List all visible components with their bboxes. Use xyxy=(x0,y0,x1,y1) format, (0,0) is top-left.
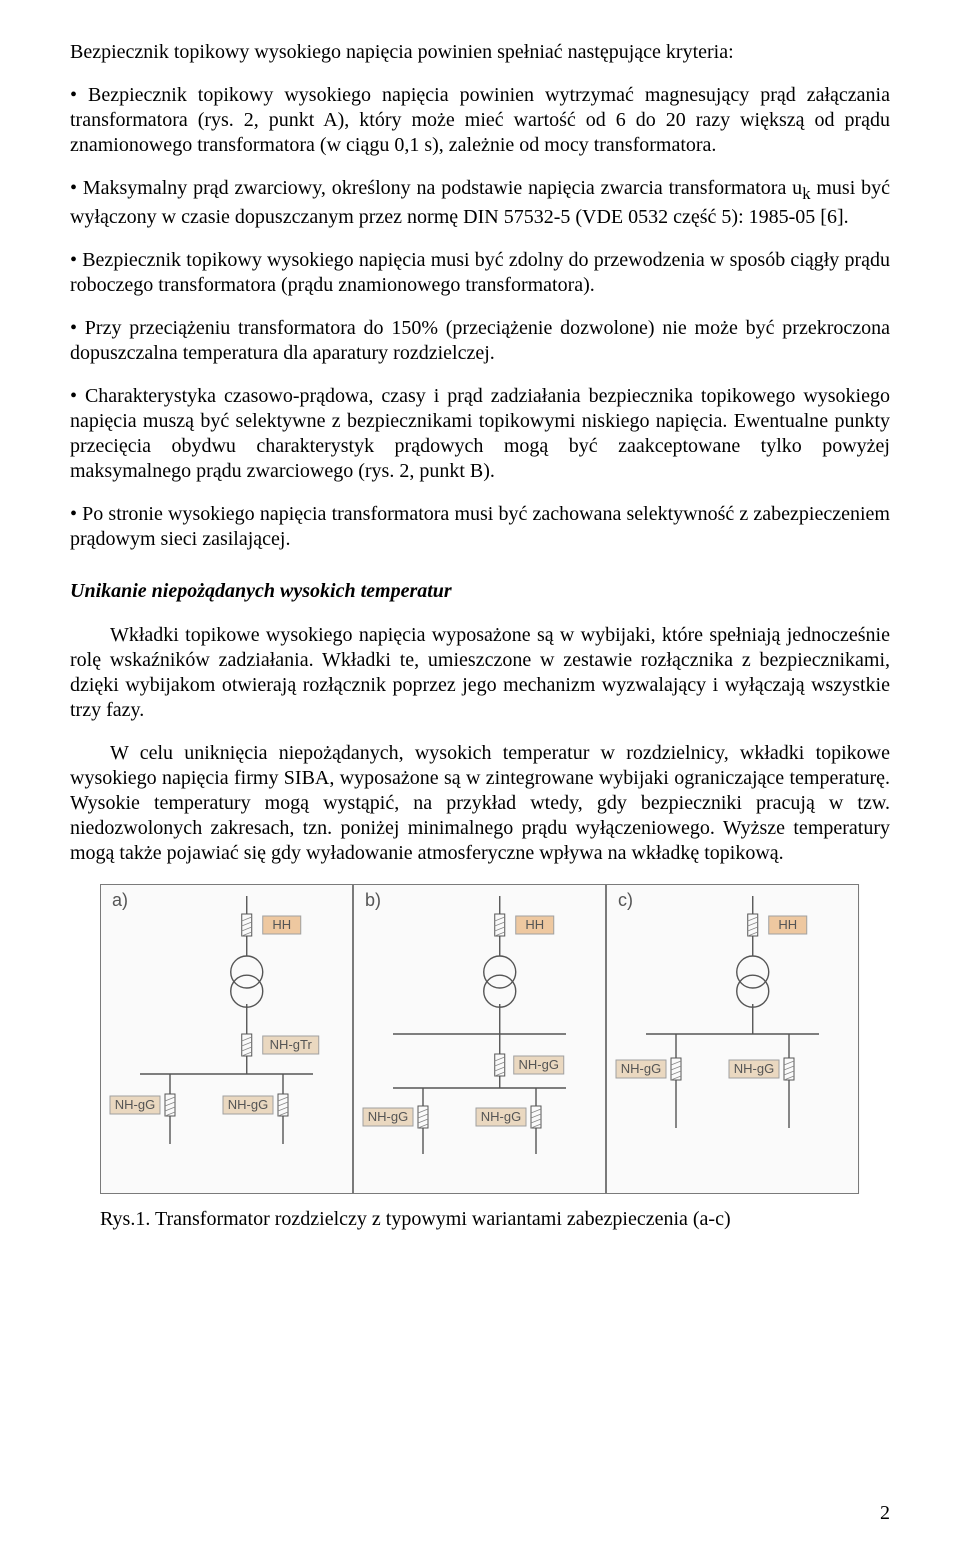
svg-text:HH: HH xyxy=(525,917,544,932)
svg-text:c): c) xyxy=(618,890,633,910)
svg-text:NH-gG: NH-gG xyxy=(519,1057,559,1072)
body-paragraph-2a: Wkładki topikowe wysokiego napięcia wypo… xyxy=(70,623,890,723)
intro-paragraph: Bezpiecznik topikowy wysokiego napięcia … xyxy=(70,40,890,65)
svg-text:NH-gG: NH-gG xyxy=(115,1097,155,1112)
svg-text:a): a) xyxy=(112,890,128,910)
body-paragraph-2b: W celu uniknięcia niepożądanych, wysokic… xyxy=(70,741,890,866)
bullet-5: Charakterystyka czasowo-prądowa, czasy i… xyxy=(70,384,890,484)
bullet-2-text-a: Maksymalny prąd zwarciowy, określony na … xyxy=(83,177,802,199)
section-heading-2: Unikanie niepożądanych wysokich temperat… xyxy=(70,580,890,603)
figure-1: a) HH NH-gTr NH-gG NH-gG b) HH NH-gG NH-gG NH-gG c… xyxy=(100,884,860,1231)
svg-text:NH-gG: NH-gG xyxy=(228,1097,268,1112)
figure-1-svg: a) HH NH-gTr NH-gG NH-gG b) HH NH-gG NH-gG NH-gG c… xyxy=(100,884,860,1194)
bullet-2-subscript: k xyxy=(802,184,810,203)
figure-1-caption: Rys.1. Transformator rozdzielczy z typow… xyxy=(100,1208,860,1231)
svg-text:NH-gG: NH-gG xyxy=(481,1109,521,1124)
page-number: 2 xyxy=(880,1502,890,1525)
bullet-1: Bezpiecznik topikowy wysokiego napięcia … xyxy=(70,83,890,158)
svg-text:HH: HH xyxy=(778,917,797,932)
svg-text:HH: HH xyxy=(272,917,291,932)
section-heading-2-text: Unikanie niepożądanych wysokich temperat… xyxy=(70,580,452,602)
bullet-4: Przy przeciążeniu transformatora do 150%… xyxy=(70,316,890,366)
bullet-2: Maksymalny prąd zwarciowy, określony na … xyxy=(70,176,890,230)
svg-text:NH-gG: NH-gG xyxy=(368,1109,408,1124)
svg-text:b): b) xyxy=(365,890,381,910)
svg-text:NH-gTr: NH-gTr xyxy=(270,1037,313,1052)
bullet-3: Bezpiecznik topikowy wysokiego napięcia … xyxy=(70,248,890,298)
svg-text:NH-gG: NH-gG xyxy=(621,1061,661,1076)
bullet-6: Po stronie wysokiego napięcia transforma… xyxy=(70,502,890,552)
svg-text:NH-gG: NH-gG xyxy=(734,1061,774,1076)
